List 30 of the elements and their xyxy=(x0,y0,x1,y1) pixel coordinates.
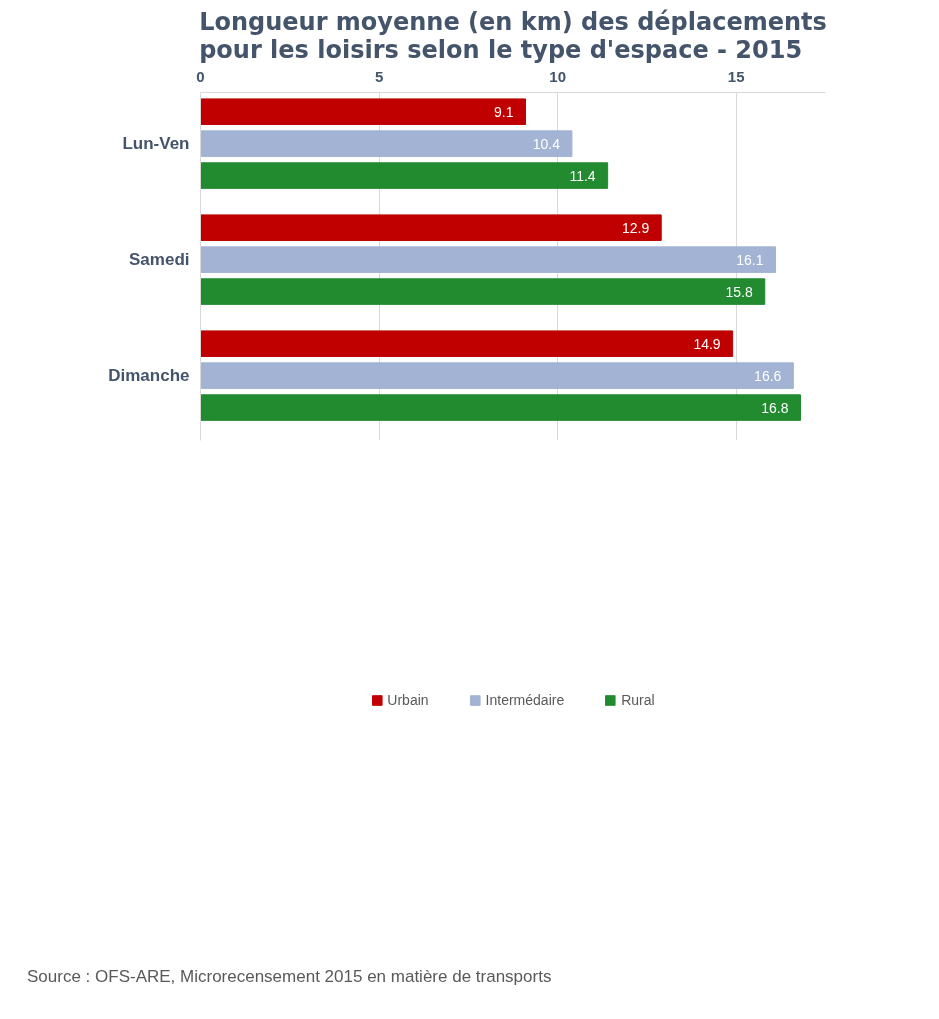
data-label: 15.8 xyxy=(725,283,753,300)
bar xyxy=(200,246,776,273)
data-label: 16.1 xyxy=(736,251,764,268)
bar xyxy=(200,130,573,157)
bar xyxy=(200,330,734,357)
legend-label: Urbain xyxy=(387,692,429,708)
bar xyxy=(200,214,662,241)
x-tick-label: 15 xyxy=(727,67,745,85)
x-tick-label: 5 xyxy=(374,67,384,85)
data-label: 9.1 xyxy=(494,103,514,120)
data-label: 10.4 xyxy=(532,135,561,152)
y-tick-label: Dimanche xyxy=(108,366,190,386)
bar xyxy=(200,278,766,305)
y-tick-label: Lun-Ven xyxy=(122,134,190,154)
x-tick-label: 10 xyxy=(549,67,566,85)
data-label: 16.6 xyxy=(754,367,782,384)
bar xyxy=(200,362,794,389)
data-label: 14.9 xyxy=(693,335,721,352)
data-label: 16.8 xyxy=(761,399,789,416)
data-label: 11.4 xyxy=(569,167,596,184)
legend-label: Intermédaire xyxy=(485,692,565,708)
y-tick-label: Samedi xyxy=(129,250,190,270)
bar xyxy=(200,98,526,125)
data-label: 12.9 xyxy=(621,219,650,236)
chart-title: Longueur moyenne (en km) des déplacements pour les loisirs selon le type d'espace - 2015 xyxy=(199,7,827,64)
bar xyxy=(200,162,609,189)
legend-label: Rural xyxy=(621,692,655,708)
source-note: Source : OFS-ARE, Microrecensement 2015 en matière de transports xyxy=(27,966,552,988)
x-tick-label: 0 xyxy=(196,67,205,85)
bar xyxy=(200,394,801,421)
